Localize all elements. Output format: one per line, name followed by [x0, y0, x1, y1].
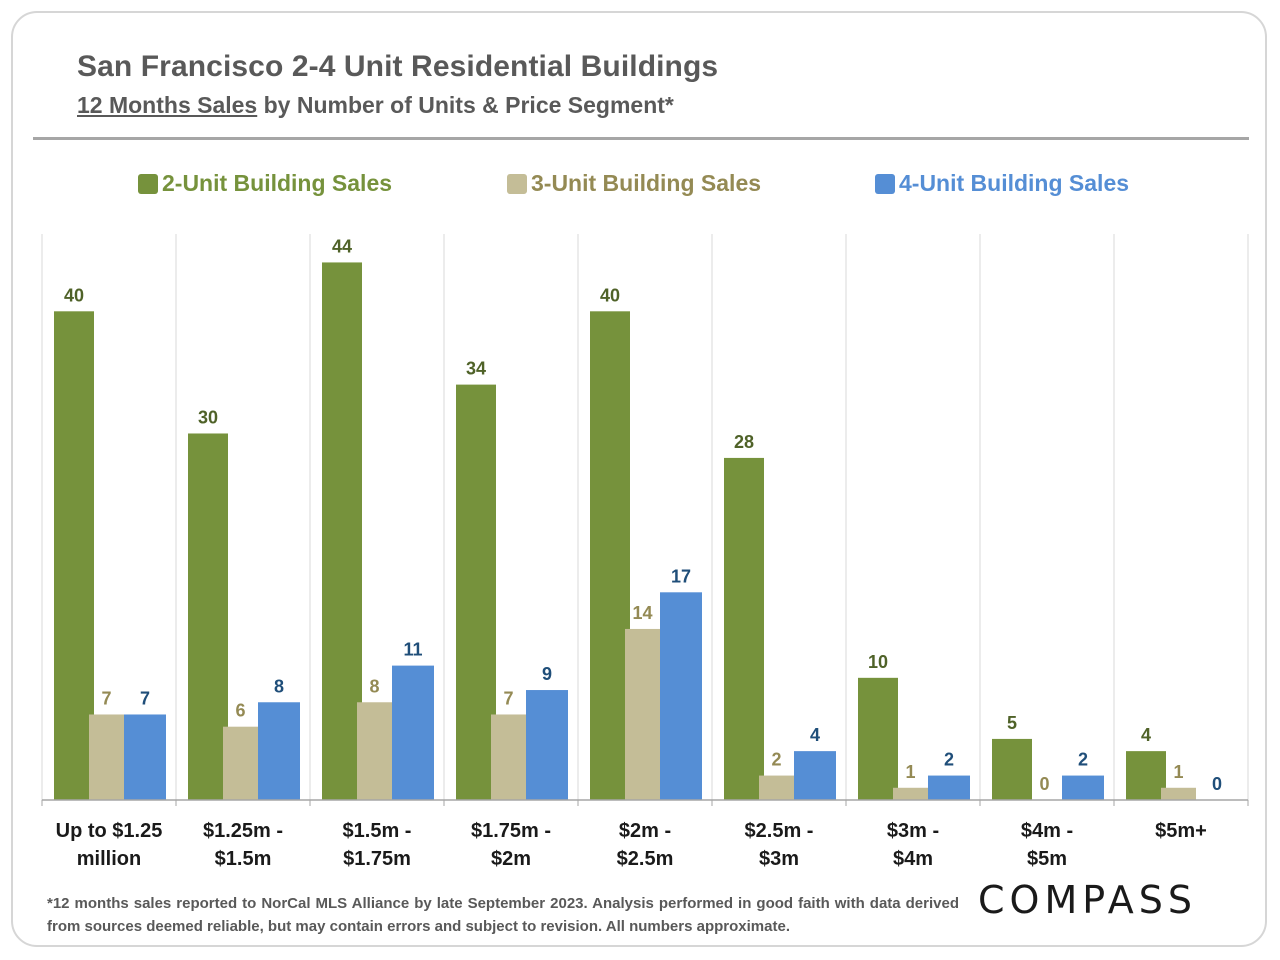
data-label-3-unit: 7 [503, 688, 513, 708]
x-tick-label: $1.25m - [203, 820, 283, 842]
data-label-3-unit: 2 [771, 750, 781, 770]
data-label-4-unit: 7 [140, 688, 150, 708]
x-tick-label: $5m+ [1155, 820, 1207, 842]
data-label-3-unit: 7 [101, 688, 111, 708]
bar-3-unit [357, 702, 392, 800]
data-label-4-unit: 11 [403, 640, 422, 660]
x-tick-label: $2.5m [617, 848, 674, 870]
bar-3-unit [625, 628, 660, 800]
legend-swatch-3-unit [507, 173, 527, 194]
x-tick-label: $5m [1027, 848, 1067, 870]
bar-4-unit [928, 775, 970, 800]
data-label-2-unit: 5 [1007, 713, 1017, 733]
bar-4-unit [258, 702, 300, 800]
data-label-2-unit: 30 [198, 407, 218, 427]
bar-3-unit [89, 714, 124, 800]
bar-2-unit [322, 262, 362, 800]
x-tick-label: $1.75m [343, 848, 411, 870]
data-label-4-unit: 2 [1078, 750, 1088, 770]
data-label-3-unit: 6 [235, 701, 245, 721]
x-tick-label: $3m - [887, 820, 939, 842]
data-label-2-unit: 34 [466, 359, 486, 379]
bar-2-unit [858, 677, 898, 800]
x-tick-label: $1.75m - [471, 820, 551, 842]
bar-2-unit [1126, 751, 1166, 800]
legend-label-2-unit: 2-Unit Building Sales [162, 170, 393, 196]
x-tick-label: $4m [893, 848, 933, 870]
data-label-3-unit: 8 [369, 676, 379, 696]
bar-3-unit [1161, 787, 1196, 800]
legend-swatch-4-unit [875, 173, 895, 194]
data-label-2-unit: 4 [1141, 725, 1151, 745]
bar-2-unit [590, 311, 630, 800]
x-tick-label: million [77, 848, 141, 870]
x-tick-label: $2m - [619, 820, 671, 842]
bar-2-unit [188, 433, 228, 800]
chart-title: San Francisco 2-4 Unit Residential Build… [77, 50, 719, 83]
data-label-4-unit: 4 [810, 725, 820, 745]
data-label-2-unit: 40 [600, 285, 620, 305]
bar-4-unit [794, 751, 836, 800]
subtitle-underlined: 12 Months Sales [77, 92, 258, 118]
data-label-2-unit: 28 [734, 432, 754, 452]
bar-2-unit [54, 311, 94, 800]
title-divider [33, 137, 1249, 140]
legend-label-3-unit: 3-Unit Building Sales [531, 170, 762, 196]
bar-3-unit [893, 787, 928, 800]
bar-3-unit [759, 775, 794, 800]
bar-4-unit [660, 592, 702, 800]
data-label-4-unit: 0 [1212, 774, 1222, 794]
data-label-3-unit: 1 [1173, 762, 1183, 782]
legend-label-4-unit: 4-Unit Building Sales [899, 170, 1130, 196]
legend-item-4-unit: 4-Unit Building Sales [875, 170, 1129, 197]
data-label-4-unit: 2 [944, 750, 954, 770]
x-tick-label: Up to $1.25 [56, 820, 163, 842]
legend-swatch-2-unit [138, 173, 158, 194]
data-label-4-unit: 9 [542, 664, 552, 684]
bar-4-unit [1062, 775, 1104, 800]
x-tick-label: $1.5m [215, 848, 272, 870]
bar-4-unit [392, 665, 434, 800]
bar-2-unit [992, 738, 1032, 800]
footnote: *12 months sales reported to NorCal MLS … [47, 895, 959, 935]
data-label-3-unit: 1 [905, 762, 915, 782]
data-label-2-unit: 44 [332, 236, 352, 256]
compass-logo: COMPASS [978, 878, 1197, 922]
data-label-4-unit: 17 [671, 566, 691, 586]
x-tick-label: $1.5m - [343, 820, 412, 842]
legend-item-3-unit: 3-Unit Building Sales [507, 170, 761, 197]
x-tick-label: $2m [491, 848, 531, 870]
x-tick-label: $4m - [1021, 820, 1073, 842]
bar-4-unit [526, 690, 568, 800]
data-label-2-unit: 40 [64, 285, 84, 305]
bar-3-unit [223, 726, 258, 800]
bar-3-unit [491, 714, 526, 800]
data-label-4-unit: 8 [274, 676, 284, 696]
x-tick-label: $3m [759, 848, 799, 870]
chart-subtitle: 12 Months Sales by Number of Units & Pri… [77, 92, 674, 119]
x-tick-label: $2.5m - [745, 820, 814, 842]
bar-2-unit [724, 457, 764, 800]
bar-4-unit [124, 714, 166, 800]
legend-item-2-unit: 2-Unit Building Sales [138, 170, 392, 197]
data-label-3-unit: 0 [1039, 774, 1049, 794]
bar-2-unit [456, 384, 496, 800]
subtitle-rest: by Number of Units & Price Segment* [257, 92, 674, 118]
data-label-3-unit: 14 [632, 603, 652, 623]
data-label-2-unit: 10 [868, 652, 888, 672]
